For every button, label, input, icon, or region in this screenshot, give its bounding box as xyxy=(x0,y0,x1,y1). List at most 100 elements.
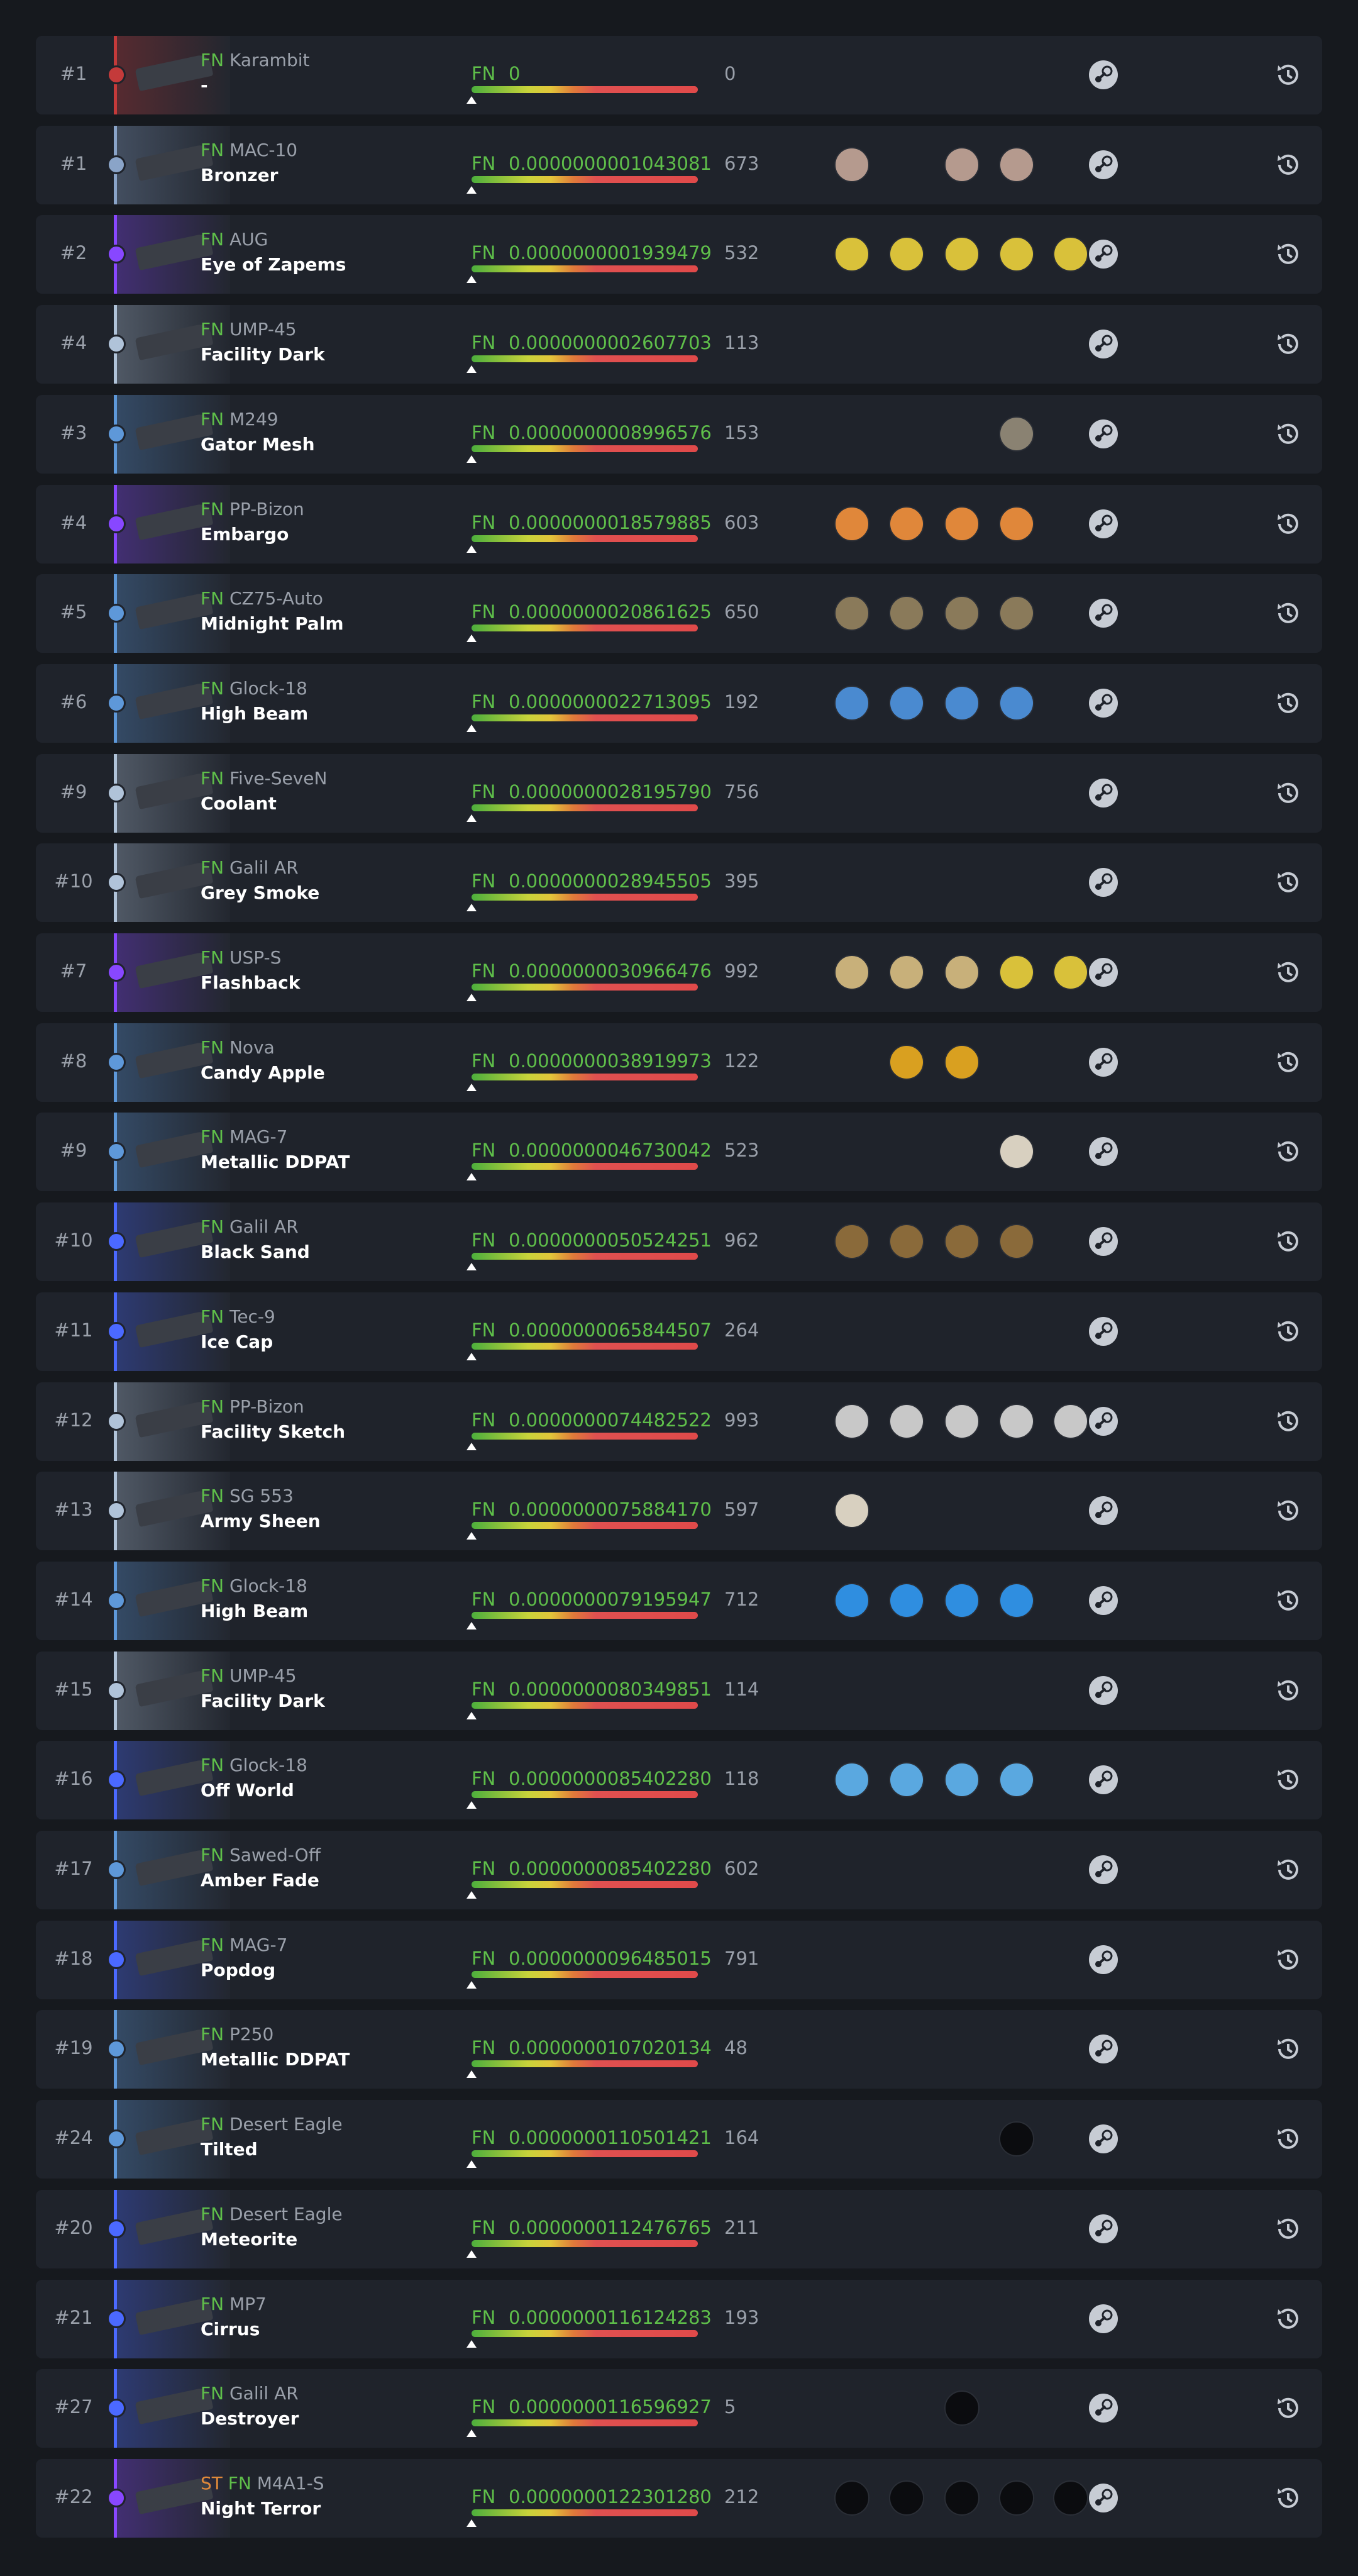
float-wear: FN xyxy=(472,960,496,982)
history-button[interactable] xyxy=(1272,1406,1303,1437)
steam-button[interactable] xyxy=(1088,149,1119,180)
pattern: 122 xyxy=(724,1050,759,1072)
rank: #15 xyxy=(54,1678,93,1700)
wear: FN xyxy=(201,1845,224,1865)
pattern: 153 xyxy=(724,421,759,443)
history-button[interactable] xyxy=(1272,2392,1303,2424)
history-button[interactable] xyxy=(1272,1944,1303,1975)
steam-button[interactable] xyxy=(1088,1585,1119,1616)
history-button[interactable] xyxy=(1272,1675,1303,1706)
rank: #10 xyxy=(54,1230,93,1252)
wear: FN xyxy=(201,319,224,340)
steam-button[interactable] xyxy=(1088,2392,1119,2424)
history-button[interactable] xyxy=(1272,777,1303,809)
weapon-name: PP-Bizon xyxy=(229,498,304,519)
pattern: 0 xyxy=(724,63,736,84)
steam-button[interactable] xyxy=(1088,1854,1119,1885)
float-wear: FN xyxy=(472,1858,496,1879)
float-bar xyxy=(472,445,698,452)
weapon-name-line: FN Nova xyxy=(201,1037,275,1058)
history-button[interactable] xyxy=(1272,418,1303,450)
rank: #8 xyxy=(60,1050,87,1072)
history-button[interactable] xyxy=(1272,1764,1303,1796)
steam-button[interactable] xyxy=(1088,1226,1119,1257)
float-wear: FN xyxy=(472,1499,496,1521)
history-button[interactable] xyxy=(1272,1046,1303,1078)
history-button[interactable] xyxy=(1272,867,1303,898)
history-button[interactable] xyxy=(1272,1585,1303,1616)
steam-button[interactable] xyxy=(1088,238,1119,270)
skin-name: Popdog xyxy=(201,1959,276,1980)
steam-button[interactable] xyxy=(1088,597,1119,629)
sticker xyxy=(999,506,1034,541)
wear: FN xyxy=(201,1485,224,1507)
float-marker xyxy=(466,455,477,463)
history-button[interactable] xyxy=(1272,957,1303,988)
steam-button[interactable] xyxy=(1088,2303,1119,2334)
steam-button[interactable] xyxy=(1088,957,1119,988)
float-wear: FN xyxy=(472,1678,496,1700)
history-button[interactable] xyxy=(1272,2482,1303,2514)
steam-button[interactable] xyxy=(1088,2123,1119,2155)
weapon-name-line: FN USP-S xyxy=(201,947,281,968)
history-button[interactable] xyxy=(1272,1316,1303,1347)
weapon-name: Five-SeveN xyxy=(229,767,328,789)
steam-button[interactable] xyxy=(1088,2213,1119,2245)
wear: FN xyxy=(201,1755,224,1776)
steam-button[interactable] xyxy=(1088,1046,1119,1078)
steam-button[interactable] xyxy=(1088,1316,1119,1347)
steam-button[interactable] xyxy=(1088,328,1119,360)
sticker xyxy=(1053,2480,1088,2516)
steam-button[interactable] xyxy=(1088,2482,1119,2514)
weapon-name-line: FN Tec-9 xyxy=(201,1306,275,1327)
history-button[interactable] xyxy=(1272,2213,1303,2245)
steam-button[interactable] xyxy=(1088,687,1119,719)
steam-button[interactable] xyxy=(1088,1944,1119,1975)
item-row: #10 FN Galil AR Black Sand FN 0.000000005052… xyxy=(36,1202,1322,1282)
float-bar xyxy=(472,535,698,542)
wear: FN xyxy=(201,498,224,519)
history-button[interactable] xyxy=(1272,149,1303,180)
steam-button[interactable] xyxy=(1088,777,1119,809)
wear: FN xyxy=(201,1036,224,1058)
steam-button[interactable] xyxy=(1088,1675,1119,1706)
item-row: #4 FN PP-Bizon Embargo FN 0.0000000018579885… xyxy=(36,484,1322,564)
steam-button[interactable] xyxy=(1088,1495,1119,1526)
steam-button[interactable] xyxy=(1088,1406,1119,1437)
weapon-name-line: ST FN M4A1-S xyxy=(201,2473,324,2494)
pattern: 211 xyxy=(724,2216,759,2238)
weapon-name-line: FN Glock-18 xyxy=(201,678,307,699)
history-button[interactable] xyxy=(1272,2033,1303,2065)
sticker xyxy=(944,506,980,541)
weapon-name-line: FN Karambit xyxy=(201,50,309,70)
wear: FN xyxy=(201,767,224,789)
steam-button[interactable] xyxy=(1088,508,1119,540)
history-button[interactable] xyxy=(1272,1136,1303,1167)
history-button[interactable] xyxy=(1272,1226,1303,1257)
skin-name: Gator Mesh xyxy=(201,433,315,455)
history-button[interactable] xyxy=(1272,508,1303,540)
weapon-name: Galil AR xyxy=(229,1216,299,1238)
float-bar xyxy=(472,1342,698,1350)
steam-button[interactable] xyxy=(1088,59,1119,91)
history-button[interactable] xyxy=(1272,2303,1303,2334)
steam-button[interactable] xyxy=(1088,867,1119,898)
rarity-badge xyxy=(107,155,126,174)
pattern: 113 xyxy=(724,332,759,354)
steam-button[interactable] xyxy=(1088,1764,1119,1796)
float-value: 0.0000000122301280 xyxy=(509,2485,712,2507)
steam-button[interactable] xyxy=(1088,2033,1119,2065)
history-button[interactable] xyxy=(1272,597,1303,629)
steam-button[interactable] xyxy=(1088,418,1119,450)
history-button[interactable] xyxy=(1272,1854,1303,1885)
rank: #1 xyxy=(60,152,87,174)
float-wear: FN xyxy=(472,152,496,174)
history-button[interactable] xyxy=(1272,1495,1303,1526)
steam-button[interactable] xyxy=(1088,1136,1119,1167)
history-button[interactable] xyxy=(1272,238,1303,270)
history-button[interactable] xyxy=(1272,687,1303,719)
sticker xyxy=(999,416,1034,452)
history-button[interactable] xyxy=(1272,59,1303,91)
history-button[interactable] xyxy=(1272,2123,1303,2155)
history-button[interactable] xyxy=(1272,328,1303,360)
